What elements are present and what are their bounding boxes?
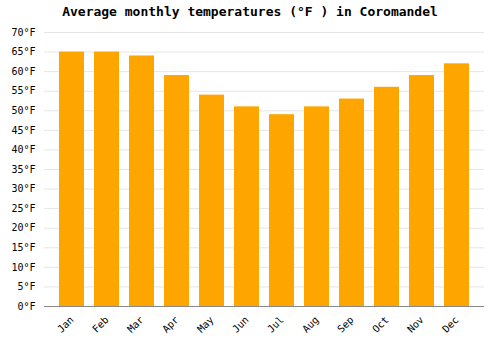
svg-text:50°F: 50°F [11,105,35,116]
svg-text:Oct: Oct [370,314,391,335]
svg-text:Jul: Jul [265,314,286,335]
svg-text:Apr: Apr [160,314,181,335]
svg-text:0°F: 0°F [17,301,35,312]
svg-text:Nov: Nov [405,314,426,335]
svg-text:25°F: 25°F [11,203,35,214]
svg-text:35°F: 35°F [11,164,35,175]
svg-text:55°F: 55°F [11,85,35,96]
svg-text:60°F: 60°F [11,66,35,77]
svg-text:Feb: Feb [90,314,111,335]
svg-text:Jan: Jan [55,314,76,335]
svg-text:40°F: 40°F [11,144,35,155]
svg-text:May: May [195,314,216,335]
svg-text:20°F: 20°F [11,222,35,233]
svg-text:Sep: Sep [335,314,356,335]
svg-text:70°F: 70°F [11,27,35,38]
svg-text:Aug: Aug [300,314,321,335]
svg-text:Mar: Mar [125,314,146,335]
svg-text:Dec: Dec [440,314,461,335]
svg-text:Jun: Jun [230,314,251,335]
svg-text:5°F: 5°F [17,281,35,292]
html-text:Average monthly temperatures (: Average monthly temperatures (°F ) in Co… [62,4,438,19]
svg-text:10°F: 10°F [11,262,35,273]
svg-text:15°F: 15°F [11,242,35,253]
svg-text:45°F: 45°F [11,125,35,136]
svg-text:30°F: 30°F [11,183,35,194]
svg-text:65°F: 65°F [11,46,35,57]
